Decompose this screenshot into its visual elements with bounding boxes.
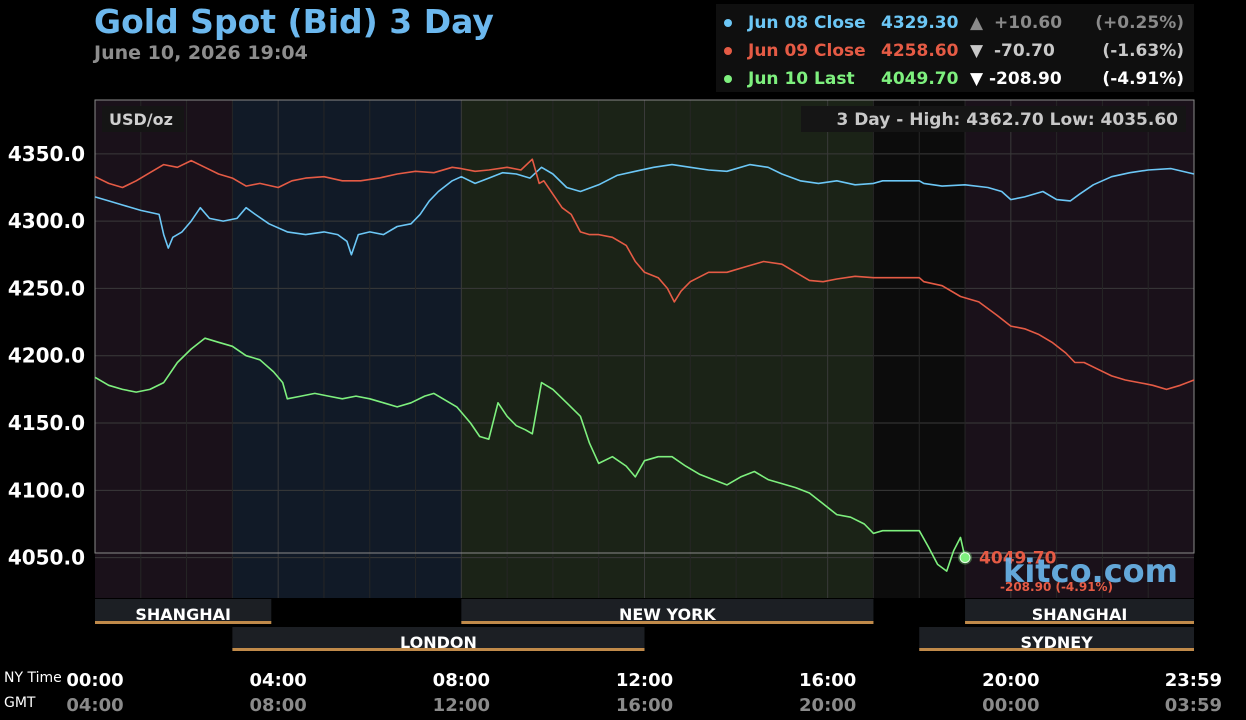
- legend-value: 4049.70: [881, 69, 959, 89]
- session-shading: [232, 100, 462, 598]
- session-label: NEW YORK: [619, 605, 716, 624]
- session-label: LONDON: [400, 633, 477, 652]
- session-underline: [95, 621, 272, 624]
- y-tick-label: 4150.0: [8, 411, 85, 435]
- legend-row-jun08: Jun 08 Close 4329.30 ▲ +10.60 (+0.25%): [716, 9, 1194, 35]
- session-underline: [232, 648, 645, 651]
- x-tick-ny: 20:00: [982, 670, 1039, 691]
- legend-dot-icon: [724, 47, 732, 55]
- x-tick-gmt: 12:00: [433, 695, 490, 716]
- range-box: [801, 106, 1186, 132]
- session-label: SHANGHAI: [1032, 605, 1128, 624]
- x-tick-ny: 08:00: [433, 670, 490, 691]
- x-tick-ny: 04:00: [250, 670, 307, 691]
- legend-arrow-up-icon: ▲: [970, 13, 984, 33]
- x-tick-gmt: 16:00: [616, 695, 673, 716]
- legend-arrow-down-icon: ▼: [970, 41, 984, 61]
- y-tick-label: 4100.0: [8, 478, 85, 502]
- legend-row-jun10: Jun 10 Last 4049.70 ▼ -208.90 (-4.91%): [716, 65, 1194, 91]
- last-point-marker: [959, 552, 971, 564]
- session-band: [965, 599, 1194, 622]
- session-label: SHANGHAI: [135, 605, 231, 624]
- gmt-label: GMT: [4, 695, 36, 711]
- y-tick-label: 4350.0: [8, 142, 85, 166]
- x-tick-ny: 16:00: [799, 670, 856, 691]
- watermark-logo: kitco.com: [1003, 552, 1178, 590]
- x-tick-ny: 23:59: [1165, 670, 1222, 691]
- x-tick-ny: 12:00: [616, 670, 673, 691]
- last-change-label: -208.90 (-4.91%): [1000, 580, 1113, 594]
- x-tick-gmt: 20:00: [799, 695, 856, 716]
- session-underline: [461, 621, 874, 624]
- legend-change: -208.90: [989, 69, 1062, 89]
- plot-frame: [94, 99, 1195, 554]
- session-shading: [461, 100, 874, 598]
- session-band: [919, 627, 1194, 649]
- session-shading: [95, 100, 233, 598]
- y-tick-label: 4300.0: [8, 209, 85, 233]
- session-band: [461, 599, 874, 622]
- y-tick-label: 4050.0: [8, 546, 85, 570]
- x-tick-gmt: 03:59: [1165, 695, 1222, 716]
- legend-dot-icon: [724, 75, 732, 83]
- legend-pct: (-1.63%): [1102, 41, 1184, 61]
- session-band: [95, 599, 272, 622]
- series-line-jun-08-close: [94, 163, 1195, 256]
- chart-title: Gold Spot (Bid) 3 Day: [94, 2, 494, 41]
- legend-pct: (-4.91%): [1102, 69, 1184, 89]
- legend-change: +10.60: [994, 13, 1063, 33]
- session-label: SYDNEY: [1020, 633, 1093, 652]
- range-label: 3 Day - High: 4362.70 Low: 4035.60: [836, 110, 1178, 130]
- legend-value: 4329.30: [881, 13, 959, 33]
- series-line-jun-09-close: [94, 158, 1195, 391]
- legend-label: Jun 10 Last: [748, 69, 855, 89]
- y-tick-label: 4200.0: [8, 344, 85, 368]
- y-tick-label: 4250.0: [8, 276, 85, 300]
- x-tick-gmt: 08:00: [250, 695, 307, 716]
- session-band: [232, 627, 645, 649]
- legend-label: Jun 08 Close: [748, 13, 866, 33]
- legend-arrow-down-icon: ▼: [970, 69, 984, 89]
- ny-time-label: NY Time: [4, 670, 62, 686]
- legend-label: Jun 09 Close: [748, 41, 866, 61]
- last-price-label: 4049.70: [979, 549, 1057, 569]
- legend-row-jun09: Jun 09 Close 4258.60 ▼ -70.70 (-1.63%): [716, 37, 1194, 63]
- units-box: [102, 106, 184, 132]
- x-tick-ny: 00:00: [66, 670, 123, 691]
- units-label: USD/oz: [109, 110, 173, 129]
- session-shading: [965, 100, 1194, 598]
- x-tick-gmt: 04:00: [66, 695, 123, 716]
- session-underline: [965, 621, 1194, 624]
- legend-pct: (+0.25%): [1095, 13, 1184, 33]
- legend-change: -70.70: [994, 41, 1055, 61]
- x-tick-gmt: 00:00: [982, 695, 1039, 716]
- series-line-jun-10-last: [94, 337, 966, 572]
- legend-dot-icon: [724, 19, 732, 27]
- legend: Jun 08 Close 4329.30 ▲ +10.60 (+0.25%) J…: [716, 4, 1194, 92]
- chart-timestamp: June 10, 2026 19:04: [94, 42, 308, 64]
- legend-value: 4258.60: [881, 41, 959, 61]
- session-underline: [919, 648, 1194, 651]
